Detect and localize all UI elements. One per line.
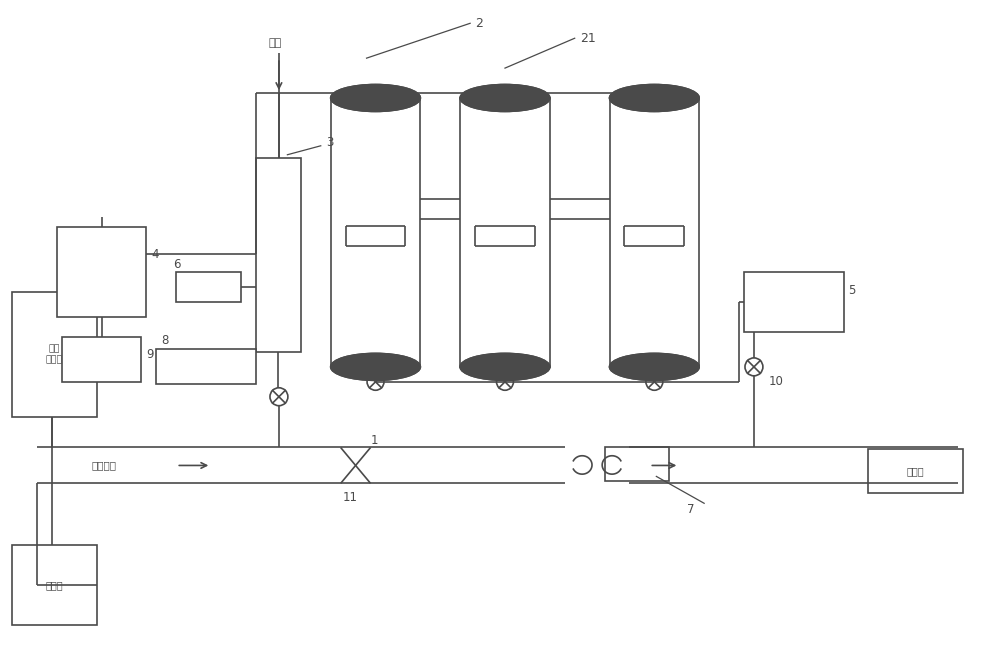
Text: 4: 4 <box>151 248 159 261</box>
Text: 8: 8 <box>161 334 169 348</box>
Ellipse shape <box>610 354 699 380</box>
Text: 10: 10 <box>769 376 784 388</box>
Bar <box>744 272 844 332</box>
Ellipse shape <box>331 354 420 380</box>
Text: 1: 1 <box>371 434 378 447</box>
Text: 9: 9 <box>146 348 154 362</box>
Bar <box>460 98 550 367</box>
Ellipse shape <box>610 85 699 111</box>
Text: 废水: 废水 <box>269 38 282 48</box>
Text: 空预器: 空预器 <box>46 580 63 590</box>
Text: 6: 6 <box>173 257 181 271</box>
Bar <box>331 98 420 367</box>
Ellipse shape <box>460 85 550 111</box>
Bar <box>610 98 699 367</box>
Text: 脱础
反应器: 脱础 反应器 <box>46 345 63 364</box>
Ellipse shape <box>460 354 550 380</box>
Text: 21: 21 <box>580 32 595 45</box>
Ellipse shape <box>331 85 420 111</box>
Text: 7: 7 <box>687 503 694 516</box>
Bar <box>12 545 97 625</box>
Bar <box>868 448 963 494</box>
Text: 11: 11 <box>343 491 358 504</box>
Bar <box>176 272 241 302</box>
Bar <box>605 446 669 482</box>
Bar <box>256 157 301 352</box>
Text: 5: 5 <box>849 283 856 297</box>
Text: 2: 2 <box>475 17 483 30</box>
Text: 高温烟气: 高温烟气 <box>92 460 117 470</box>
Text: 除尘器: 除尘器 <box>907 466 925 476</box>
Bar <box>156 349 256 384</box>
Bar <box>62 337 141 382</box>
Bar <box>12 292 97 417</box>
Bar <box>57 227 146 317</box>
Text: 3: 3 <box>326 136 333 149</box>
